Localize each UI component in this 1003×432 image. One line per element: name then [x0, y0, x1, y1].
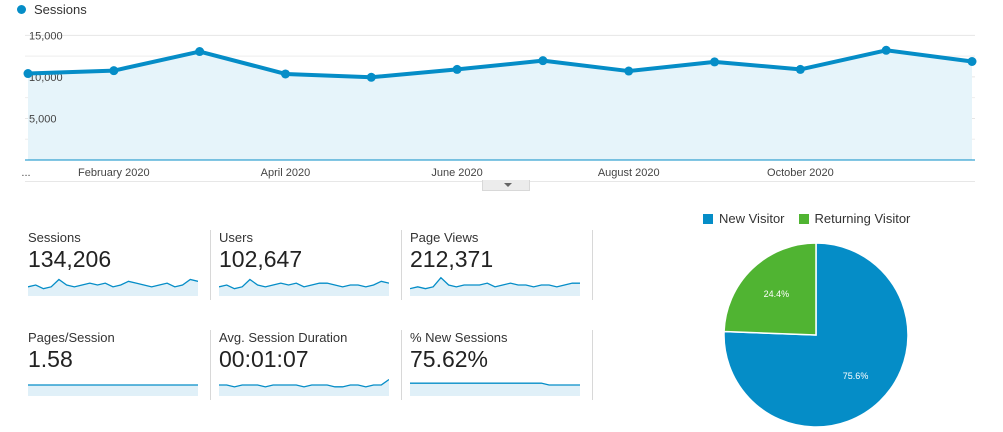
x-tick-label: June 2020: [431, 167, 482, 179]
data-point[interactable]: [624, 66, 634, 76]
series-line-sessions: [27, 48, 973, 80]
legend-label-sessions: Sessions: [34, 2, 87, 17]
pie-legend-item-returning-visitor[interactable]: Returning Visitor: [798, 211, 911, 226]
data-point[interactable]: [795, 64, 805, 74]
data-point[interactable]: [967, 56, 977, 66]
sparkline: [28, 384, 198, 396]
data-point[interactable]: [710, 57, 720, 67]
sparkline-area: [219, 379, 389, 396]
x-tick-label: April 2020: [261, 167, 311, 179]
metric-label: Users: [219, 230, 253, 245]
pie-slice-returning-visitor[interactable]: [723, 242, 817, 336]
metric-sessions[interactable]: Sessions 134,206: [28, 230, 211, 300]
metric-value: 75.62%: [410, 346, 489, 372]
sparkline-line: [410, 382, 580, 386]
metric-value: 102,647: [219, 246, 303, 272]
metric-label: Pages/Session: [28, 330, 115, 345]
data-point[interactable]: [366, 72, 376, 82]
legend-swatch: [703, 213, 713, 224]
data-point[interactable]: [109, 66, 119, 76]
x-tick-label: August 2020: [598, 167, 660, 179]
x-tick-label: February 2020: [78, 167, 150, 179]
sparkline-area: [28, 385, 198, 396]
chart-legend: Sessions: [17, 2, 87, 17]
legend-swatch: [798, 213, 809, 224]
data-point[interactable]: [452, 64, 462, 74]
sparkline-line: [410, 276, 580, 290]
sparkline: [219, 378, 389, 396]
data-point[interactable]: [280, 69, 290, 79]
x-tick-label: ...: [21, 167, 30, 179]
metric-value: 134,206: [28, 246, 112, 272]
metric-label: % New Sessions: [410, 330, 508, 345]
legend-label: Returning Visitor: [814, 211, 911, 226]
sparkline-area: [219, 279, 389, 296]
x-tick-label: October 2020: [767, 167, 834, 179]
sparkline-line: [219, 378, 389, 388]
metric-page-views[interactable]: Page Views 212,371: [410, 230, 593, 300]
sparkline: [28, 278, 198, 296]
data-point[interactable]: [23, 69, 33, 79]
metric-new-sessions[interactable]: % New Sessions 75.62%: [410, 330, 593, 400]
metric-value: 1.58: [28, 346, 73, 372]
metric-pages-per-session[interactable]: Pages/Session 1.58: [28, 330, 211, 400]
metric-users[interactable]: Users 102,647: [219, 230, 402, 300]
y-tick-label: 5,000: [29, 113, 57, 125]
sparkline-area: [28, 279, 198, 296]
data-point[interactable]: [195, 47, 205, 57]
y-tick-label: 15,000: [29, 30, 63, 42]
metric-value: 00:01:07: [219, 346, 309, 372]
pie-legend-item-new-visitor[interactable]: New Visitor: [703, 211, 785, 226]
metric-label: Page Views: [410, 230, 479, 245]
data-point[interactable]: [538, 56, 548, 66]
series-swatch-sessions: [17, 5, 26, 14]
sparkline: [219, 278, 389, 296]
sparkline: [410, 276, 580, 296]
pie-slice-label: 24.4%: [764, 289, 790, 299]
chart-collapse-toggle[interactable]: [482, 180, 530, 191]
legend-label: New Visitor: [719, 211, 785, 226]
data-point[interactable]: [881, 45, 891, 55]
sparkline-line: [219, 278, 389, 290]
visitor-pie-chart: 75.6% 24.4%: [723, 242, 909, 428]
sparkline-area: [410, 383, 580, 396]
sparkline: [410, 382, 580, 396]
pie-legend: New Visitor Returning Visitor: [703, 211, 924, 226]
sparkline-area: [410, 277, 580, 296]
metric-avg-session-duration[interactable]: Avg. Session Duration 00:01:07: [219, 330, 402, 400]
metric-label: Sessions: [28, 230, 81, 245]
pie-slice-label: 75.6%: [843, 371, 869, 381]
series-area-sessions: [28, 50, 972, 160]
sparkline-line: [28, 278, 198, 290]
metric-value: 212,371: [410, 246, 494, 272]
metric-label: Avg. Session Duration: [219, 330, 348, 345]
